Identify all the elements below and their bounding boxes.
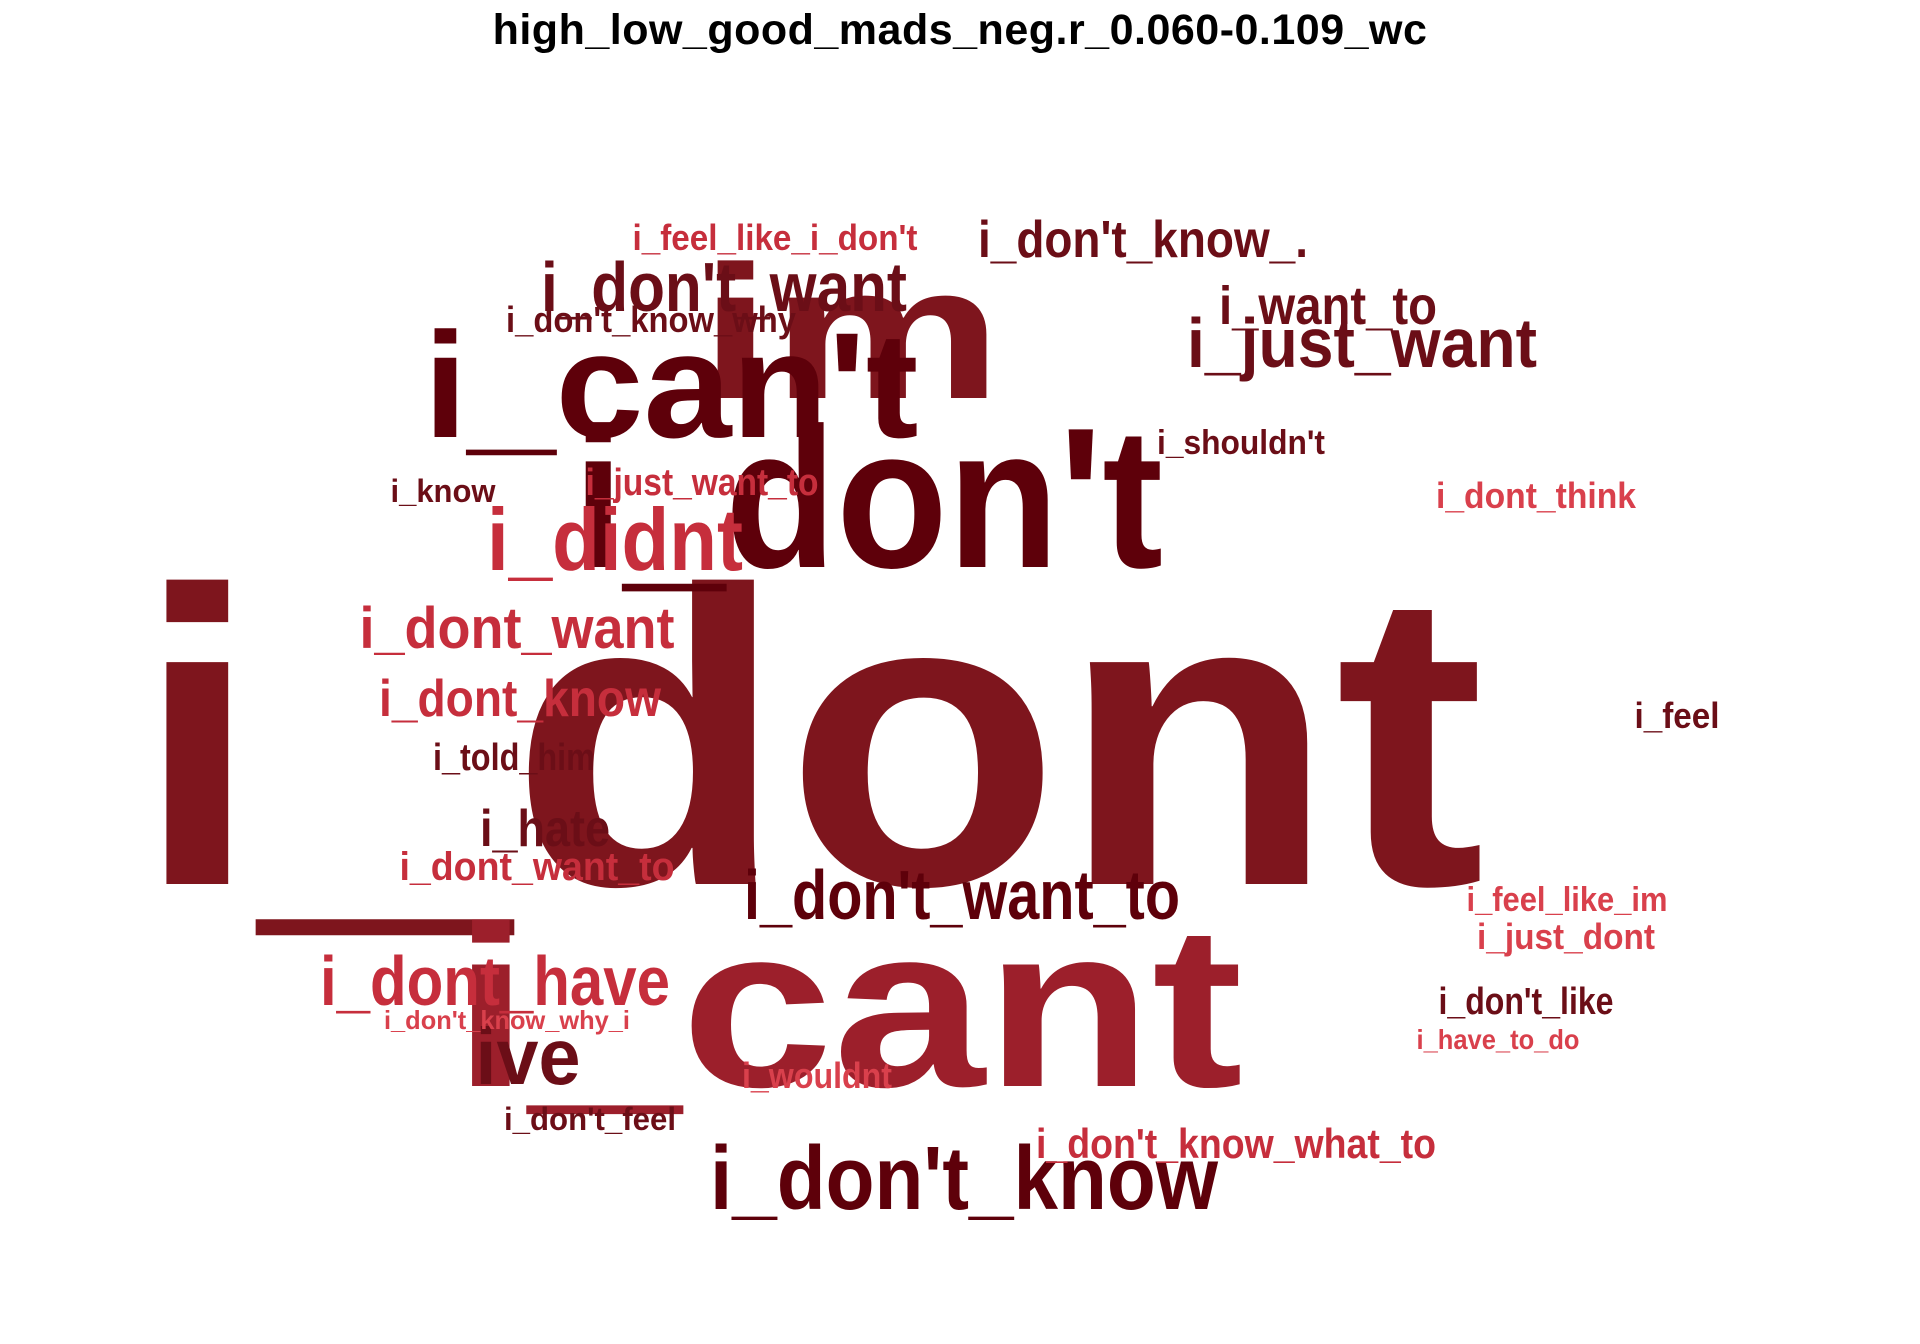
word-i-don-t-know: i_don't_know_. xyxy=(978,211,1308,269)
word-i-feel-like-i-don-t: i_feel_like_i_don't xyxy=(633,217,918,258)
word-i-don-t: i_don't xyxy=(573,387,1163,610)
word-i-have-to-do: i_have_to_do xyxy=(1417,1024,1580,1055)
word-i-just-want: i_just_want xyxy=(1187,304,1537,382)
word-i-dont-think: i_dont_think xyxy=(1436,475,1637,516)
word-i-didnt: i_didnt xyxy=(487,490,743,589)
word-i-told-him: i_told_him xyxy=(433,737,595,779)
word-i-can-t: i_can't xyxy=(424,301,919,469)
word-i-don-t-know-what-to: i_don't_know_what_to xyxy=(1036,1120,1436,1167)
word-i-wouldnt: i_wouldnt xyxy=(742,1055,892,1096)
word-i-don-t-want: i_don't_want xyxy=(541,248,907,326)
word-i-dont-know: i_dont_know xyxy=(379,670,661,728)
word-i-shouldn-t: i_shouldn't xyxy=(1157,424,1325,462)
word-i-want-to: i_want_to xyxy=(1219,276,1437,336)
word-i-don-t-feel: i_don't_feel xyxy=(504,1101,676,1137)
word-i-don-t-know: i_don't_know xyxy=(710,1129,1219,1229)
word-i-just-want-to: i_just_want_to xyxy=(586,462,819,504)
word-i-feel-like-im: i_feel_like_im xyxy=(1467,881,1668,919)
word-i-dont-have: i_dont_have xyxy=(320,942,670,1020)
word-i-don-t-know-why-i: i_don't_know_why_i xyxy=(384,1005,630,1035)
word-i-don-t-know-why: i_don't_know_why xyxy=(506,299,796,340)
word-i-don-t-want-to: i_don't_want_to xyxy=(744,856,1180,934)
plot-panel: i_dont i_cant i_don't im i_can't i_don't_know… xyxy=(128,62,1818,1330)
word-i-dont-want-to: i_dont_want_to xyxy=(400,845,675,889)
word-i-know: i_know xyxy=(391,473,496,509)
word-cloud: i_donti_canti_don'timi_can'ti_don't_know… xyxy=(135,211,1720,1229)
word-i-feel: i_feel xyxy=(1635,695,1720,736)
word-ive: ive xyxy=(476,1012,581,1101)
word-i-don-t-like: i_don't_like xyxy=(1439,981,1614,1023)
word-i-dont-want: i_dont_want xyxy=(360,596,675,661)
word-i-hate: i_hate xyxy=(480,800,610,858)
word-i-dont: i_dont xyxy=(135,505,1485,974)
chart-title: high_low_good_mads_neg.r_0.060-0.109_wc xyxy=(492,6,1428,54)
word-i-cant: i_cant xyxy=(453,878,1243,1135)
word-im: im xyxy=(700,227,1003,439)
word-i-just-dont: i_just_dont xyxy=(1477,916,1655,957)
